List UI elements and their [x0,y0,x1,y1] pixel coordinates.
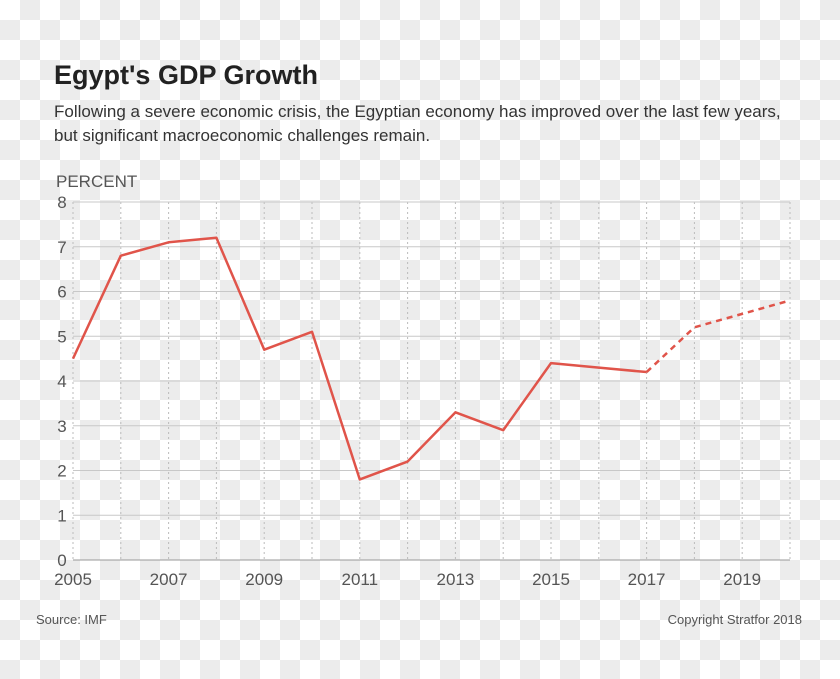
y-axis-label: PERCENT [56,172,137,191]
chart-title: Egypt's GDP Growth [54,60,318,90]
x-tick-label: 2007 [150,570,188,589]
y-tick-label: 6 [57,283,66,302]
x-tick-label: 2015 [532,570,570,589]
y-tick-label: 3 [57,417,66,436]
x-tick-label: 2013 [436,570,474,589]
source-note: Source: IMF [36,612,107,627]
x-tick-label: 2005 [54,570,92,589]
y-tick-label: 7 [57,238,66,257]
x-tick-label: 2009 [245,570,283,589]
y-tick-label: 8 [57,193,66,212]
y-tick-label: 5 [57,327,66,346]
y-tick-label: 1 [57,506,66,525]
copyright-note: Copyright Stratfor 2018 [667,612,802,627]
x-tick-label: 2017 [628,570,666,589]
y-tick-label: 2 [57,462,66,481]
x-tick-label: 2019 [723,570,761,589]
chart-subtitle: Following a severe economic crisis, the … [54,102,781,145]
y-tick-label: 0 [57,551,66,570]
x-tick-label: 2011 [342,570,379,589]
gdp-growth-projection-line [645,299,791,373]
y-tick-label: 4 [57,372,66,391]
